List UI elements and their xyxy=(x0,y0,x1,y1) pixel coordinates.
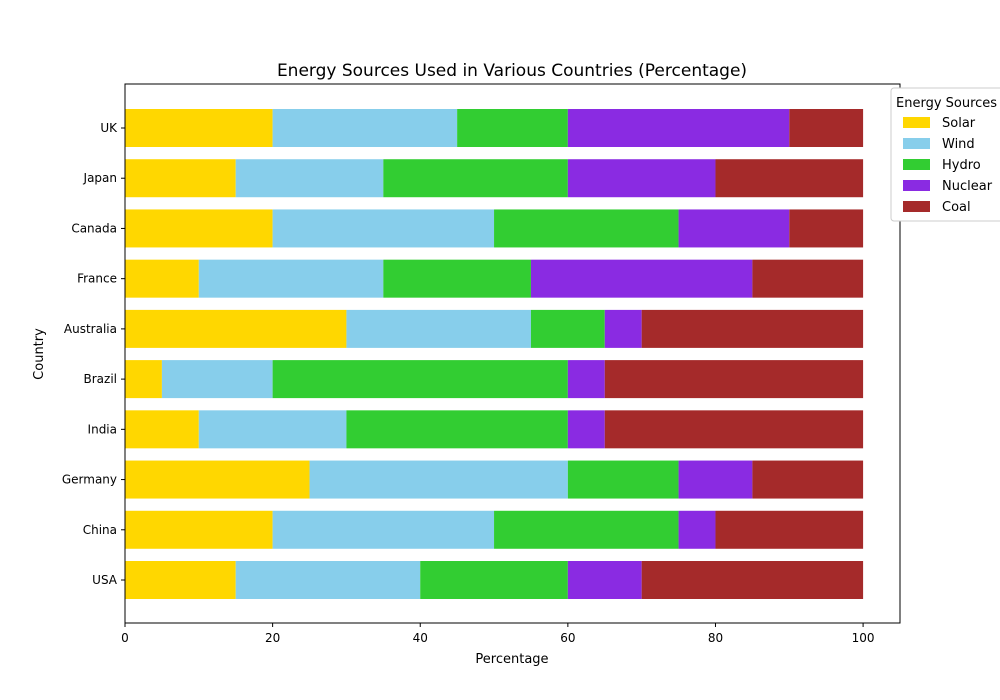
bar-france-hydro xyxy=(383,259,531,298)
legend-label-coal: Coal xyxy=(942,200,971,215)
legend-label-wind: Wind xyxy=(942,137,975,152)
y-tick-label-japan: Japan xyxy=(83,171,117,185)
legend-title: Energy Sources xyxy=(896,96,997,111)
legend-label-nuclear: Nuclear xyxy=(942,179,993,194)
x-axis-title: Percentage xyxy=(475,652,548,667)
bar-india-hydro xyxy=(346,410,568,449)
y-axis-title: Country xyxy=(32,328,47,380)
bar-uk-coal xyxy=(789,109,864,147)
bar-brazil-nuclear xyxy=(567,360,605,399)
legend-swatch-wind xyxy=(903,138,930,149)
x-tick-label: 100 xyxy=(852,631,875,645)
bar-usa-solar xyxy=(125,561,236,599)
bar-usa-wind xyxy=(235,561,421,599)
y-tick-label-china: China xyxy=(83,523,117,537)
bar-germany-hydro xyxy=(567,460,679,499)
bar-india-solar xyxy=(125,410,199,449)
bar-uk-nuclear xyxy=(567,109,790,147)
bar-china-solar xyxy=(125,510,273,549)
bar-brazil-coal xyxy=(604,360,864,399)
bar-brazil-hydro xyxy=(272,360,568,399)
y-tick-label-france: France xyxy=(77,272,117,286)
bar-japan-coal xyxy=(715,159,864,198)
bar-japan-nuclear xyxy=(567,159,716,198)
x-tick-label: 0 xyxy=(121,631,129,645)
legend-label-solar: Solar xyxy=(942,116,976,131)
x-tick-label: 60 xyxy=(560,631,575,645)
bar-france-coal xyxy=(752,259,864,298)
bar-canada-coal xyxy=(789,209,864,248)
bar-china-nuclear xyxy=(678,510,716,549)
legend-swatch-solar xyxy=(903,117,930,128)
legend-swatch-nuclear xyxy=(903,180,930,191)
legend-swatch-hydro xyxy=(903,159,930,170)
bar-germany-coal xyxy=(752,460,864,499)
y-tick-label-india: India xyxy=(88,422,117,436)
bar-japan-solar xyxy=(125,159,236,198)
bar-france-wind xyxy=(198,259,384,298)
bar-uk-solar xyxy=(125,109,273,147)
x-tick-label: 40 xyxy=(413,631,428,645)
bar-canada-hydro xyxy=(494,209,679,248)
bar-india-nuclear xyxy=(567,410,605,449)
bar-canada-solar xyxy=(125,209,273,248)
bar-germany-wind xyxy=(309,460,568,499)
bar-japan-hydro xyxy=(383,159,568,198)
bar-japan-wind xyxy=(235,159,384,198)
bar-canada-wind xyxy=(272,209,495,248)
bar-brazil-wind xyxy=(161,360,273,399)
bar-usa-coal xyxy=(641,561,864,599)
bar-australia-coal xyxy=(641,309,864,348)
y-tick-label-germany: Germany xyxy=(62,473,117,487)
bar-uk-wind xyxy=(272,109,458,147)
bar-germany-nuclear xyxy=(678,460,753,499)
bar-usa-hydro xyxy=(420,561,568,599)
legend-swatch-coal xyxy=(903,201,930,212)
bars-layer xyxy=(125,109,864,599)
y-axis: USA China Germany India Brazil Australia Franc… xyxy=(62,121,125,587)
bar-canada-nuclear xyxy=(678,209,790,248)
chart-title: Energy Sources Used in Various Countries… xyxy=(277,61,747,81)
bar-usa-nuclear xyxy=(567,561,642,599)
bar-australia-wind xyxy=(346,309,531,348)
legend-label-hydro: Hydro xyxy=(942,158,981,173)
bar-china-hydro xyxy=(494,510,679,549)
bar-france-nuclear xyxy=(530,259,753,298)
x-axis: 0 20 40 60 80 100 xyxy=(121,623,875,645)
plot-frame xyxy=(124,83,901,624)
x-tick-label: 80 xyxy=(708,631,723,645)
bar-china-wind xyxy=(272,510,495,549)
y-tick-label-uk: UK xyxy=(100,121,118,135)
y-tick-label-brazil: Brazil xyxy=(84,372,118,386)
y-tick-label-canada: Canada xyxy=(71,221,117,235)
bar-china-coal xyxy=(715,510,864,549)
bar-france-solar xyxy=(125,259,199,298)
legend-items: Solar Wind Hydro Nuclear Coal xyxy=(903,116,993,215)
bar-australia-nuclear xyxy=(604,309,642,348)
bar-uk-hydro xyxy=(457,109,568,147)
y-tick-label-australia: Australia xyxy=(64,322,117,336)
bar-australia-solar xyxy=(125,309,347,348)
legend: Energy Sources Solar Wind Hydro Nuclear Coal xyxy=(890,87,1000,222)
bar-germany-solar xyxy=(125,460,310,499)
bar-australia-hydro xyxy=(530,309,605,348)
bar-brazil-solar xyxy=(125,360,162,399)
bar-india-coal xyxy=(604,410,864,449)
x-tick-label: 20 xyxy=(265,631,280,645)
bar-india-wind xyxy=(198,410,347,449)
y-tick-label-usa: USA xyxy=(92,573,118,587)
